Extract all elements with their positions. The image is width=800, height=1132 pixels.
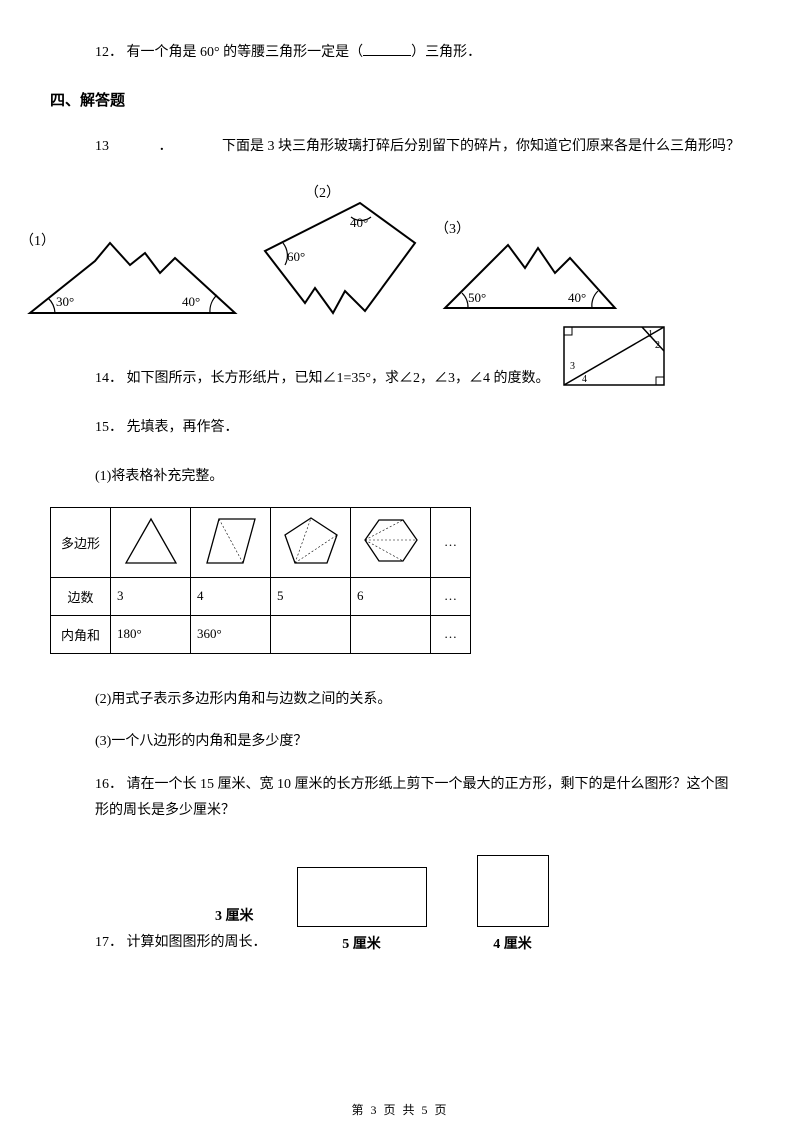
- q14-l4: 4: [582, 374, 587, 385]
- question-15: 15． 先填表，再作答．: [95, 415, 750, 440]
- q12-num: 12．: [95, 45, 123, 60]
- polygon-table: 多边形 … 边数 3 4 5 6 … 内角和 180° 360° …: [50, 507, 471, 654]
- table-row: 多边形 …: [51, 507, 471, 577]
- rect-1: 5 厘米: [297, 867, 427, 953]
- sum-0: 180°: [111, 615, 191, 653]
- tri1-label: （1）: [20, 233, 55, 249]
- q17-num: 17．: [95, 935, 123, 950]
- dim-4cm: 4 厘米: [493, 933, 532, 953]
- q17-row: 17． 计算如图图形的周长． 5 厘米 4 厘米: [50, 855, 750, 953]
- dots: …: [431, 577, 471, 615]
- sides-2: 5: [271, 577, 351, 615]
- q14-num: 14．: [95, 371, 123, 386]
- shape-triangle: [111, 507, 191, 577]
- triangle-1: （1） 30° 40°: [10, 203, 240, 323]
- q13-text: 下面是 3 块三角形玻璃打碎后分别留下的碎片，你知道它们原来各是什么三角形吗？: [222, 139, 740, 154]
- q14-l2: 2: [655, 340, 660, 351]
- q13-dot: ．: [159, 134, 219, 159]
- sides-1: 4: [191, 577, 271, 615]
- sides-0: 3: [111, 577, 191, 615]
- question-16: 16． 请在一个长 15 厘米、宽 10 厘米的长方形纸上剪下一个最大的正方形，…: [95, 772, 740, 825]
- tri3-label: （3）: [435, 221, 470, 237]
- tri2-a2: 40°: [350, 215, 368, 230]
- tri1-a2: 40°: [182, 294, 200, 309]
- question-12: 12． 有一个角是 60° 的等腰三角形一定是（ ）三角形．: [95, 40, 750, 65]
- q14-l1: 1: [648, 329, 653, 340]
- table-row: 边数 3 4 5 6 …: [51, 577, 471, 615]
- q15-sub3: (3)一个八边形的内角和是多少度？: [95, 730, 750, 750]
- tri2-a1: 60°: [287, 249, 305, 264]
- page-footer: 第 3 页 共 5 页: [0, 1101, 800, 1118]
- q17-text: 计算如图图形的周长．: [127, 935, 267, 950]
- question-14: 14． 如下图所示，长方形纸片，已知∠1=35°，求∠2，∠3，∠4 的度数。 …: [95, 323, 750, 391]
- q14-text: 如下图所示，长方形纸片，已知∠1=35°，求∠2，∠3，∠4 的度数。: [127, 371, 550, 386]
- q16-text: 请在一个长 15 厘米、宽 10 厘米的长方形纸上剪下一个最大的正方形，剩下的是…: [95, 777, 729, 819]
- q12-blank[interactable]: [363, 40, 411, 56]
- tri1-a1: 30°: [56, 294, 74, 309]
- sides-3: 6: [351, 577, 431, 615]
- q12-text-b: ）三角形．: [411, 45, 481, 60]
- shape-hexagon: [351, 507, 431, 577]
- sum-1: 360°: [191, 615, 271, 653]
- q15-num: 15．: [95, 420, 123, 435]
- triangle-fragments: （1） 30° 40° （2） 60° 40° （3） 50° 40°: [10, 183, 750, 323]
- q15-sub2: (2)用式子表示多边形内角和与边数之间的关系。: [95, 688, 750, 708]
- q13-num: 13: [95, 134, 155, 159]
- tri2-label: （2）: [305, 185, 340, 201]
- tri3-a2: 40°: [568, 290, 586, 305]
- q15-sub1: (1)将表格补充完整。: [95, 465, 750, 485]
- q15-text: 先填表，再作答．: [127, 420, 239, 435]
- row2-label: 边数: [51, 577, 111, 615]
- q14-figure: 1 2 3 4: [560, 323, 670, 391]
- rect-2: 4 厘米: [477, 855, 549, 953]
- dim-5cm: 5 厘米: [342, 933, 381, 953]
- section-4-title: 四、解答题: [50, 89, 750, 110]
- sum-2[interactable]: [271, 615, 351, 653]
- shape-quad: [191, 507, 271, 577]
- dots: …: [431, 615, 471, 653]
- question-13: 13 ． 下面是 3 块三角形玻璃打碎后分别留下的碎片，你知道它们原来各是什么三…: [95, 134, 750, 159]
- tri3-a1: 50°: [468, 290, 486, 305]
- row1-label: 多边形: [51, 507, 111, 577]
- q16-num: 16．: [95, 777, 123, 792]
- q14-l3: 3: [570, 361, 575, 372]
- triangle-3: （3） 50° 40°: [430, 203, 630, 323]
- shape-pentagon: [271, 507, 351, 577]
- dots: …: [431, 507, 471, 577]
- triangle-2: （2） 60° 40°: [245, 183, 425, 323]
- row3-label: 内角和: [51, 615, 111, 653]
- sum-3[interactable]: [351, 615, 431, 653]
- dim-3cm: 3 厘米: [215, 905, 254, 925]
- q12-text-a: 有一个角是 60° 的等腰三角形一定是（: [127, 45, 364, 60]
- table-row: 内角和 180° 360° …: [51, 615, 471, 653]
